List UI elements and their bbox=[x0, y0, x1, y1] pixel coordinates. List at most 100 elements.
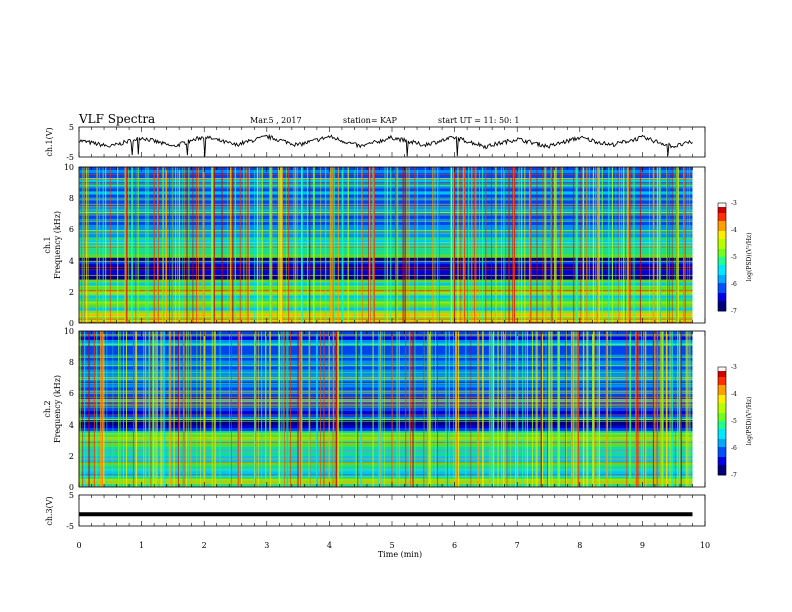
colorbar-tick-label: -6 bbox=[731, 445, 737, 452]
spectrogram-band bbox=[79, 248, 693, 252]
spectrogram-band bbox=[79, 203, 693, 207]
x-tick-label: 9 bbox=[640, 541, 645, 550]
colorbar-cell bbox=[718, 297, 726, 300]
colorbar-cell bbox=[718, 247, 726, 250]
spectrogram-band bbox=[79, 375, 693, 379]
colorbar-cell bbox=[718, 461, 726, 464]
colorbar-cell bbox=[718, 375, 726, 378]
colorbar-cell bbox=[718, 299, 726, 302]
colorbar-cell bbox=[718, 447, 726, 450]
colorbar-cell bbox=[718, 219, 726, 222]
colorbar-cell bbox=[718, 431, 726, 434]
ch1-ytick: 2 bbox=[69, 288, 74, 297]
colorbar-cell bbox=[718, 415, 726, 418]
spectrogram-band bbox=[79, 446, 693, 450]
spectrogram-band bbox=[79, 471, 693, 475]
spectrogram-band bbox=[79, 170, 693, 174]
colorbar-cell bbox=[718, 221, 726, 224]
x-tick-label: 5 bbox=[389, 541, 394, 550]
ch1-frame bbox=[78, 126, 706, 158]
spectrogram-band bbox=[79, 480, 693, 485]
spectrogram-band bbox=[79, 378, 693, 382]
colorbar-cell bbox=[718, 473, 726, 476]
spectrogram-band bbox=[79, 276, 693, 280]
colorbar-cell bbox=[718, 393, 726, 396]
colorbar-cell bbox=[718, 225, 726, 228]
spectrogram-band bbox=[79, 474, 693, 478]
spectrogram-band bbox=[79, 173, 693, 177]
spectrogram-band bbox=[79, 221, 693, 226]
colorbar-cell bbox=[718, 459, 726, 462]
colorbar-cell bbox=[718, 205, 726, 208]
spectrogram-band bbox=[79, 333, 693, 338]
ch1-colorbar-frame bbox=[717, 202, 727, 312]
ch2-ytick: 8 bbox=[69, 358, 74, 367]
colorbar-cell bbox=[718, 405, 726, 408]
spectrogram-band bbox=[79, 363, 693, 367]
ch1-ytick: 4 bbox=[69, 257, 74, 266]
colorbar-cell bbox=[718, 429, 726, 432]
colorbar-cell bbox=[718, 371, 726, 374]
spectrogram-band bbox=[79, 176, 693, 180]
ch2-colorbar-frame bbox=[717, 366, 727, 476]
spectrogram-band bbox=[79, 455, 693, 460]
ch2-colorbar: -3 -4 -5 -6 -7 log(PSD)(V²/Hz) bbox=[717, 364, 753, 479]
ch3-x-ticks bbox=[78, 495, 706, 526]
colorbar-cell bbox=[718, 241, 726, 244]
ch2-spectrogram-frame bbox=[78, 330, 706, 488]
colorbar-cell bbox=[718, 277, 726, 280]
colorbar-cell bbox=[718, 433, 726, 436]
x-tick-label: 2 bbox=[202, 541, 207, 550]
colorbar-cell bbox=[718, 251, 726, 254]
ch2-ytick: 0 bbox=[69, 483, 74, 492]
colorbar-cell bbox=[718, 265, 726, 268]
spectrogram-band bbox=[79, 279, 693, 283]
spectrogram-band bbox=[79, 304, 693, 308]
spectrogram-band bbox=[79, 387, 693, 391]
spectrogram-band bbox=[79, 319, 693, 324]
spectrogram-band bbox=[79, 422, 693, 426]
spectrogram-band bbox=[79, 402, 693, 406]
colorbar-cell bbox=[718, 281, 726, 284]
spectrogram-band bbox=[79, 269, 693, 274]
colorbar-cell bbox=[718, 379, 726, 382]
date-label: Mar.5 , 2017 bbox=[250, 116, 302, 125]
colorbar-cell bbox=[718, 427, 726, 430]
ch1-ytick: 6 bbox=[69, 225, 74, 234]
spectrogram-band bbox=[79, 357, 693, 361]
colorbar-cell bbox=[718, 367, 726, 370]
ch2-spectrogram-ylabel-frequency: Frequency (kHz) bbox=[53, 375, 62, 443]
spectrogram-band bbox=[79, 345, 693, 350]
colorbar-cell bbox=[718, 381, 726, 384]
colorbar-cell bbox=[718, 377, 726, 380]
spectrogram-band bbox=[79, 273, 693, 277]
ch3-ytick-top: 5 bbox=[69, 491, 74, 500]
ch1-spectrogram-panel: 10 8 6 4 2 0 ch.1 Frequency (kHz) bbox=[43, 163, 706, 328]
ch1-ytick-top: 5 bbox=[69, 123, 74, 132]
spectrogram-band bbox=[79, 218, 693, 223]
ch2-ytick: 6 bbox=[69, 389, 74, 398]
spectrogram-band bbox=[79, 254, 693, 258]
spectrogram-band bbox=[79, 369, 693, 373]
colorbar-cell bbox=[718, 445, 726, 448]
colorbar-cell bbox=[718, 443, 726, 446]
spectrogram-band bbox=[79, 425, 693, 429]
spectrogram-band bbox=[79, 209, 693, 214]
colorbar-cell bbox=[718, 401, 726, 404]
colorbar-cell bbox=[718, 269, 726, 272]
colorbar-cell bbox=[718, 397, 726, 400]
spectrogram-band bbox=[79, 390, 693, 394]
colorbar-cell bbox=[718, 469, 726, 472]
colorbar-cell bbox=[718, 369, 726, 372]
colorbar-cell bbox=[718, 419, 726, 422]
spectrogram-band bbox=[79, 443, 693, 447]
spectrogram-band bbox=[79, 291, 693, 296]
ch2-ytick: 10 bbox=[64, 327, 74, 336]
spectrogram-band bbox=[79, 242, 693, 247]
colorbar-cell bbox=[718, 249, 726, 252]
colorbar-tick-label: -7 bbox=[731, 472, 737, 479]
colorbar-cell bbox=[718, 301, 726, 304]
time-axis-tick-labels: 0 1 2 3 4 5 6 7 8 9 10 bbox=[76, 541, 710, 550]
spectrogram-band bbox=[79, 260, 693, 265]
spectrogram-band bbox=[79, 266, 693, 271]
